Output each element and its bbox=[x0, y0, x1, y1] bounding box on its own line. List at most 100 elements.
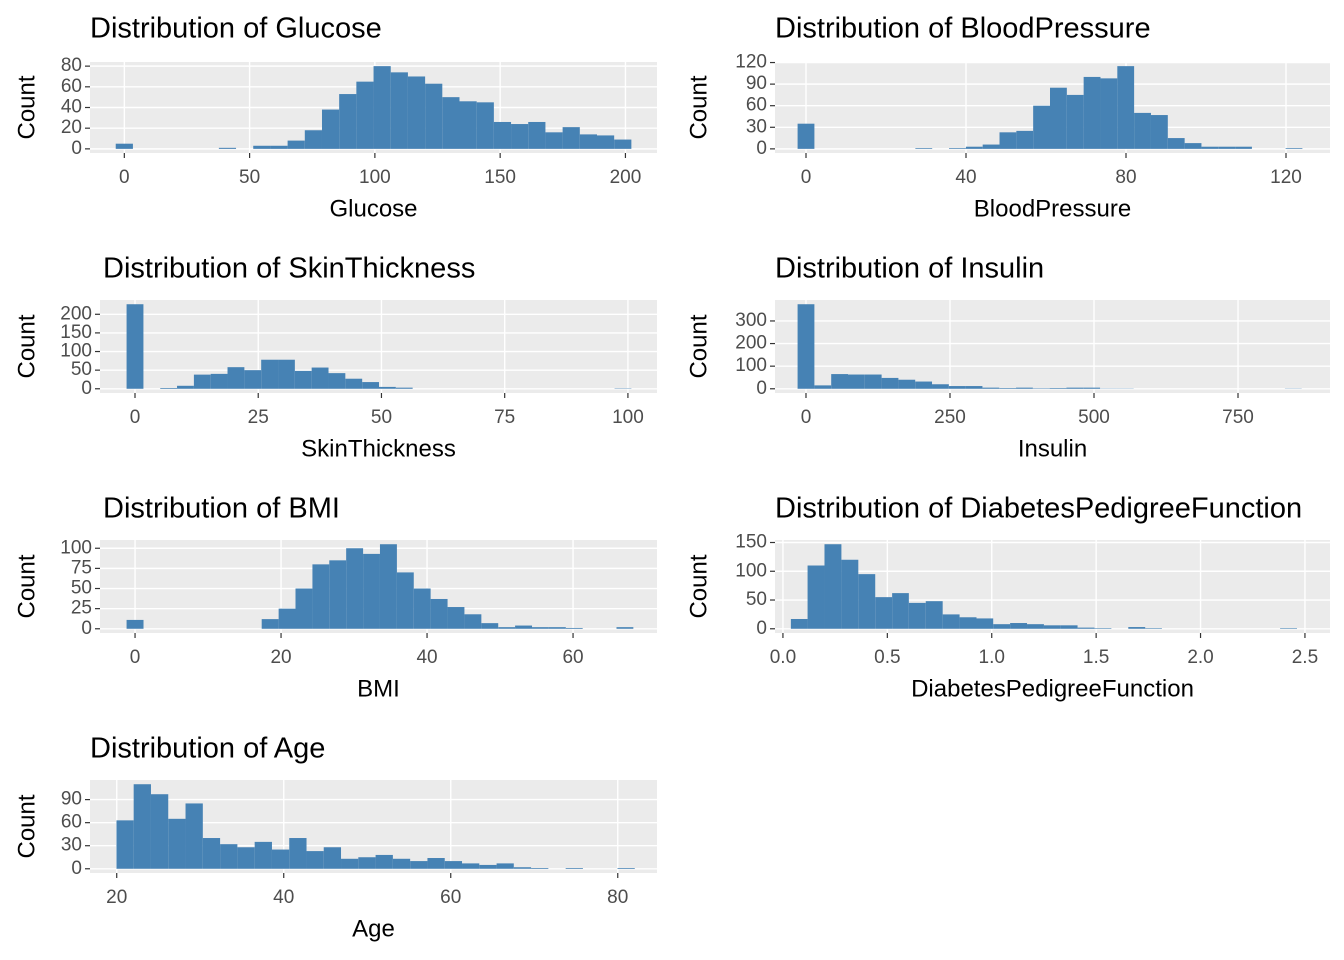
y-axis-label: Count bbox=[13, 554, 40, 618]
y-tick-label: 120 bbox=[735, 52, 767, 73]
bar bbox=[790, 618, 808, 629]
bar bbox=[1066, 387, 1084, 389]
bar bbox=[493, 121, 512, 149]
x-tick-label: 60 bbox=[440, 887, 461, 908]
bar bbox=[160, 388, 178, 389]
x-tick-label: 20 bbox=[270, 647, 291, 668]
bar bbox=[396, 572, 414, 629]
bar bbox=[993, 624, 1011, 629]
bar bbox=[392, 858, 411, 869]
bar bbox=[545, 132, 563, 149]
bar bbox=[915, 381, 933, 389]
bar bbox=[528, 121, 546, 149]
y-tick-label: 150 bbox=[60, 322, 92, 343]
bar bbox=[532, 627, 549, 629]
bar bbox=[1167, 138, 1185, 149]
bar bbox=[807, 565, 825, 629]
y-tick-label: 100 bbox=[735, 560, 767, 581]
chart-title: Distribution of Age bbox=[90, 733, 325, 765]
bar bbox=[287, 140, 305, 149]
x-axis-label: Insulin bbox=[1018, 435, 1087, 462]
x-tick-label: 150 bbox=[484, 167, 516, 188]
bar bbox=[1060, 625, 1078, 629]
x-tick-label: 60 bbox=[562, 647, 583, 668]
x-tick-label: 100 bbox=[359, 167, 391, 188]
bar bbox=[1050, 87, 1067, 149]
y-tick-label: 150 bbox=[735, 532, 767, 553]
x-tick-label: 80 bbox=[607, 887, 628, 908]
bar bbox=[1184, 143, 1202, 149]
bar bbox=[999, 388, 1017, 389]
bar bbox=[220, 844, 238, 869]
y-tick-label: 90 bbox=[746, 73, 767, 94]
x-tick-label: 20 bbox=[106, 887, 127, 908]
bar bbox=[1134, 112, 1151, 149]
y-tick-label: 0 bbox=[756, 138, 767, 159]
bar bbox=[616, 627, 634, 629]
bar bbox=[312, 564, 330, 629]
bar bbox=[1033, 105, 1050, 149]
x-axis-label: DiabetesPedigreeFunction bbox=[911, 675, 1194, 702]
bar bbox=[565, 627, 583, 629]
y-axis-label: Count bbox=[685, 314, 712, 378]
bar bbox=[1094, 628, 1112, 629]
bar bbox=[1083, 387, 1101, 389]
x-axis-label: Age bbox=[352, 915, 395, 942]
bar bbox=[481, 623, 499, 629]
y-tick-label: 50 bbox=[71, 578, 92, 599]
y-tick-label: 100 bbox=[60, 341, 92, 362]
bar bbox=[858, 574, 876, 629]
bar bbox=[323, 847, 342, 869]
bar bbox=[841, 559, 859, 629]
bar bbox=[1201, 146, 1219, 149]
bar bbox=[959, 617, 977, 629]
x-tick-label: 120 bbox=[1270, 167, 1302, 188]
bar bbox=[831, 374, 848, 389]
bar bbox=[965, 146, 983, 149]
bar bbox=[965, 386, 983, 389]
x-tick-label: 1.0 bbox=[979, 647, 1005, 668]
y-tick-label: 200 bbox=[60, 303, 92, 324]
x-tick-label: 2.5 bbox=[1292, 647, 1318, 668]
bar bbox=[304, 130, 322, 149]
bar bbox=[1100, 78, 1118, 149]
bar bbox=[881, 377, 899, 389]
bar bbox=[1010, 623, 1028, 629]
bar bbox=[1235, 146, 1252, 149]
bar bbox=[814, 385, 832, 389]
x-tick-label: 100 bbox=[612, 407, 644, 428]
chart-title: Distribution of BloodPressure bbox=[775, 13, 1151, 45]
bar bbox=[999, 132, 1017, 149]
bar bbox=[1285, 148, 1303, 149]
chart-title: Distribution of Glucose bbox=[90, 13, 382, 45]
bar bbox=[596, 135, 615, 149]
bar bbox=[278, 608, 296, 629]
bar bbox=[410, 861, 428, 869]
bar bbox=[925, 601, 943, 629]
panel-background bbox=[100, 300, 657, 393]
bar bbox=[1016, 130, 1034, 149]
x-tick-label: 500 bbox=[1078, 407, 1110, 428]
bar bbox=[210, 373, 228, 389]
bar bbox=[378, 386, 396, 389]
bar bbox=[311, 367, 329, 389]
bar bbox=[511, 124, 529, 149]
y-tick-label: 300 bbox=[735, 310, 767, 331]
y-tick-label: 100 bbox=[735, 355, 767, 376]
y-tick-label: 60 bbox=[746, 95, 767, 116]
y-tick-label: 40 bbox=[61, 97, 82, 118]
bar bbox=[565, 868, 583, 869]
chart-title: Distribution of Insulin bbox=[775, 253, 1044, 285]
bar bbox=[116, 820, 134, 869]
bar bbox=[579, 134, 597, 149]
bar bbox=[1128, 627, 1146, 629]
bar bbox=[1077, 627, 1095, 629]
bar bbox=[824, 544, 842, 629]
x-tick-label: 40 bbox=[273, 887, 294, 908]
x-tick-label: 0 bbox=[801, 407, 812, 428]
bar bbox=[932, 384, 949, 389]
y-axis-label: Count bbox=[685, 75, 712, 139]
bar bbox=[875, 597, 893, 629]
x-tick-label: 80 bbox=[1115, 167, 1136, 188]
